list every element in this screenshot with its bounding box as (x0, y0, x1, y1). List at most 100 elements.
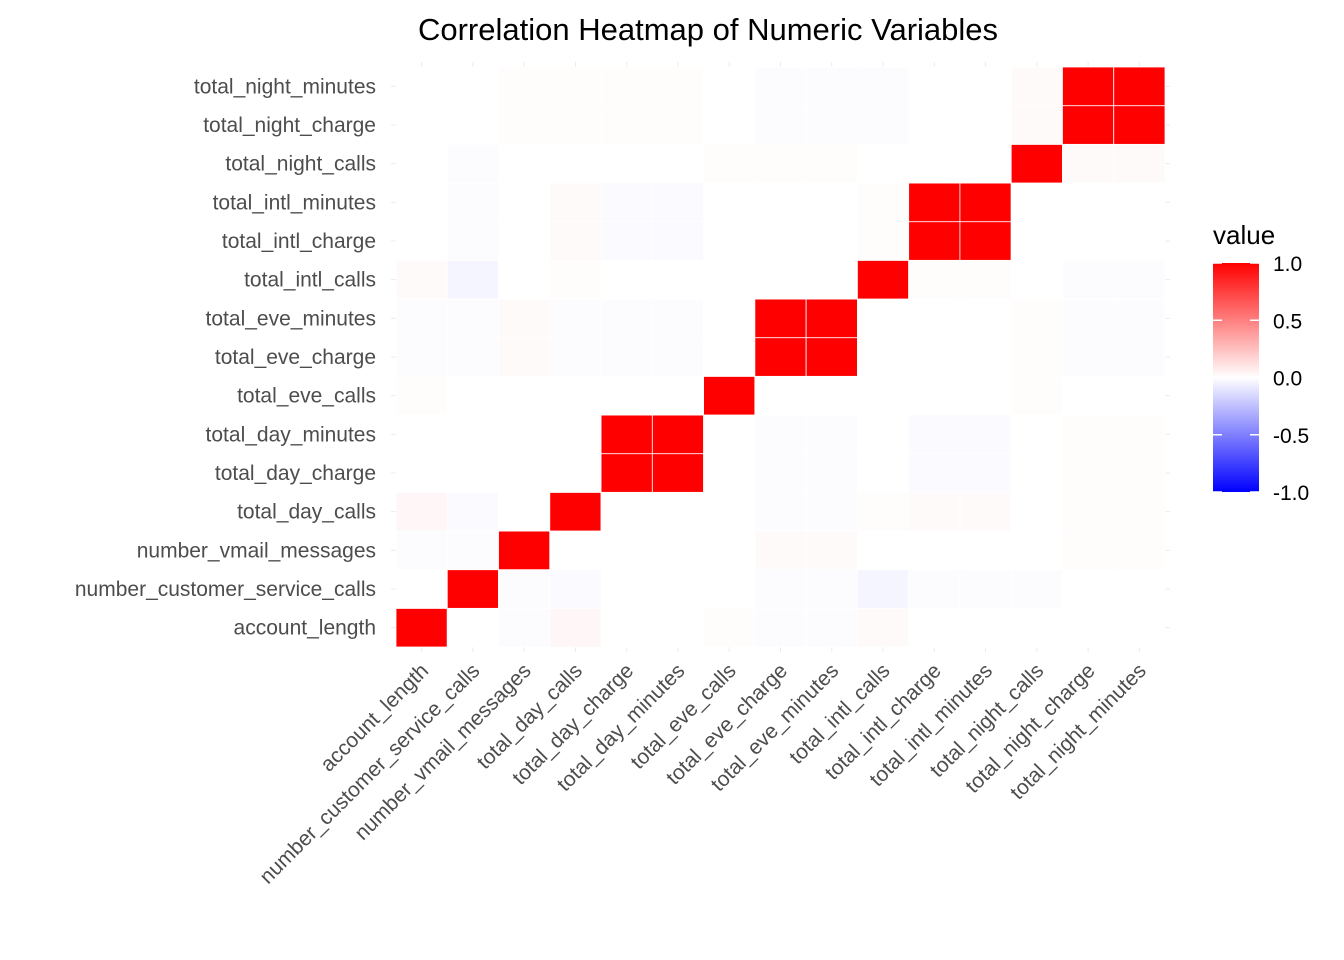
heatmap-cell (600, 143, 653, 184)
heatmap-cell (959, 607, 1012, 648)
heatmap-cell (498, 453, 551, 493)
heatmap-cell (498, 375, 551, 416)
heatmap-cell (446, 66, 499, 107)
heatmap-cell (498, 182, 551, 223)
heatmap-cell (1010, 298, 1063, 339)
heatmap-cell (959, 375, 1012, 416)
heatmap-cell (857, 143, 910, 184)
x-tick-label: number_customer_service_calls (255, 659, 484, 888)
heatmap-cell (446, 182, 499, 223)
y-tick-label: total_intl_charge (222, 230, 376, 253)
heatmap-cell (446, 221, 499, 261)
heatmap-cell (395, 569, 448, 609)
y-tick-label: total_night_charge (203, 114, 376, 137)
heatmap-cell (1113, 298, 1166, 339)
heatmap-cell (651, 453, 704, 493)
heatmap-cell (1062, 143, 1115, 184)
heatmap-cell (1062, 375, 1115, 416)
heatmap-cells (395, 66, 1166, 648)
heatmap-cell (600, 414, 653, 455)
heatmap-cell (857, 569, 910, 609)
heatmap-cell (600, 337, 653, 377)
heatmap-cell (395, 375, 448, 416)
heatmap-cell (651, 182, 704, 223)
heatmap-cell (446, 259, 499, 300)
heatmap-cell (498, 491, 551, 532)
heatmap-cell (549, 453, 602, 493)
chart-title: Correlation Heatmap of Numeric Variables (418, 12, 998, 47)
y-tick-label: total_night_minutes (194, 75, 376, 98)
heatmap-cell (446, 530, 499, 571)
heatmap-cell (908, 66, 961, 107)
legend-title: value (1213, 220, 1275, 250)
heatmap-cell (395, 491, 448, 532)
heatmap-cell (1010, 607, 1063, 648)
heatmap-cell (908, 182, 961, 223)
heatmap-cell (703, 105, 756, 145)
heatmap-cell (805, 453, 858, 493)
heatmap-cell (395, 221, 448, 261)
heatmap-cell (446, 453, 499, 493)
heatmap-cell (1010, 569, 1063, 609)
heatmap-cell (600, 491, 653, 532)
heatmap-cell (446, 491, 499, 532)
heatmap-cell (703, 259, 756, 300)
heatmap-cell (703, 298, 756, 339)
heatmap-cell (651, 337, 704, 377)
heatmap-cell (1010, 453, 1063, 493)
heatmap-cell (1062, 105, 1115, 145)
legend-tick-label: -0.5 (1273, 425, 1309, 448)
heatmap-cell (651, 221, 704, 261)
y-tick-label: total_day_minutes (206, 423, 376, 446)
heatmap-cell (754, 259, 807, 300)
heatmap-cell (498, 607, 551, 648)
heatmap-cell (600, 453, 653, 493)
heatmap-cell (805, 414, 858, 455)
heatmap-cell (1113, 66, 1166, 107)
heatmap-cell (1062, 491, 1115, 532)
heatmap-cell (857, 453, 910, 493)
heatmap-cell (754, 569, 807, 609)
heatmap-cell (805, 337, 858, 377)
y-tick-label: account_length (234, 617, 376, 640)
heatmap-cell (959, 66, 1012, 107)
heatmap-cell (959, 259, 1012, 300)
heatmap-cell (651, 569, 704, 609)
heatmap-cell (395, 66, 448, 107)
legend-ticks: 1.0 0.5 0.0 -0.5 -1.0 (1213, 253, 1309, 505)
heatmap-cell (857, 530, 910, 571)
heatmap-cell (1010, 414, 1063, 455)
heatmap-cell (908, 530, 961, 571)
heatmap-cell (1062, 453, 1115, 493)
x-axis-tick-labels: account_lengthnumber_customer_service_ca… (255, 659, 1151, 888)
heatmap-cell (549, 105, 602, 145)
heatmap-cell (1062, 182, 1115, 223)
heatmap-cell (703, 414, 756, 455)
heatmap-cell (908, 453, 961, 493)
heatmap-cell (703, 66, 756, 107)
heatmap-cell (446, 337, 499, 377)
y-tick-label: total_eve_minutes (206, 307, 376, 330)
legend: value 1.0 0.5 0.0 -0.5 -1.0 (1213, 220, 1309, 505)
heatmap-cell (754, 105, 807, 145)
heatmap-cell (395, 259, 448, 300)
heatmap-cell (549, 414, 602, 455)
heatmap-cell (754, 221, 807, 261)
heatmap-cell (959, 182, 1012, 223)
heatmap-cell (908, 414, 961, 455)
heatmap-cell (754, 530, 807, 571)
legend-tick-label: -1.0 (1273, 482, 1309, 505)
heatmap-cell (959, 298, 1012, 339)
heatmap-cell (1062, 607, 1115, 648)
y-tick-label: total_day_charge (215, 462, 376, 485)
heatmap-cell (651, 66, 704, 107)
heatmap-cell (703, 491, 756, 532)
heatmap-cell (703, 337, 756, 377)
heatmap-cell (395, 607, 448, 648)
heatmap-cell (754, 607, 807, 648)
heatmap-cell (549, 375, 602, 416)
heatmap-cell (857, 414, 910, 455)
heatmap-cell (600, 221, 653, 261)
heatmap-cell (498, 298, 551, 339)
